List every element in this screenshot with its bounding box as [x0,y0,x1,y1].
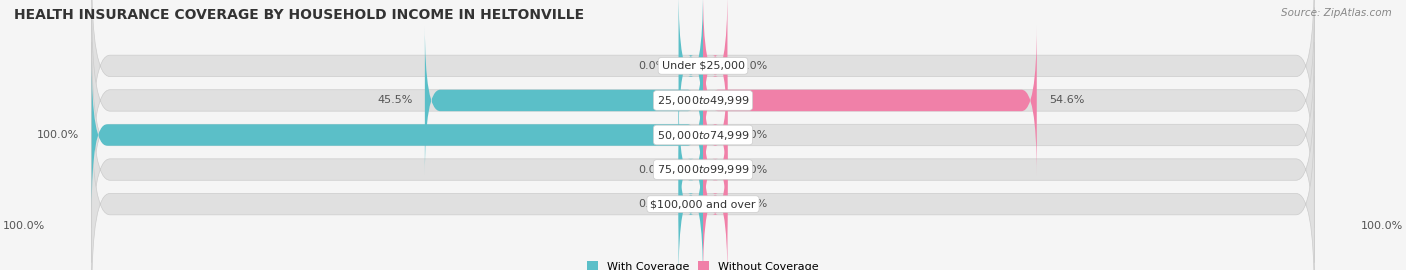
FancyBboxPatch shape [91,8,1315,193]
Text: $25,000 to $49,999: $25,000 to $49,999 [657,94,749,107]
FancyBboxPatch shape [679,94,703,245]
Text: HEALTH INSURANCE COVERAGE BY HOUSEHOLD INCOME IN HELTONVILLE: HEALTH INSURANCE COVERAGE BY HOUSEHOLD I… [14,8,583,22]
FancyBboxPatch shape [703,25,1036,176]
FancyBboxPatch shape [91,0,1315,159]
FancyBboxPatch shape [91,77,1315,262]
Text: $75,000 to $99,999: $75,000 to $99,999 [657,163,749,176]
Legend: With Coverage, Without Coverage: With Coverage, Without Coverage [582,257,824,270]
Text: 0.0%: 0.0% [740,61,768,71]
FancyBboxPatch shape [679,0,703,141]
Text: $50,000 to $74,999: $50,000 to $74,999 [657,129,749,141]
FancyBboxPatch shape [91,42,1315,228]
Text: 45.5%: 45.5% [377,95,412,106]
Text: 0.0%: 0.0% [740,164,768,175]
FancyBboxPatch shape [703,94,727,245]
FancyBboxPatch shape [91,59,703,211]
Text: 0.0%: 0.0% [638,199,666,209]
FancyBboxPatch shape [425,25,703,176]
FancyBboxPatch shape [679,129,703,270]
FancyBboxPatch shape [91,111,1315,270]
Text: 0.0%: 0.0% [740,130,768,140]
FancyBboxPatch shape [703,59,727,211]
Text: 0.0%: 0.0% [638,164,666,175]
Text: 100.0%: 100.0% [3,221,45,231]
Text: 0.0%: 0.0% [638,61,666,71]
Text: 100.0%: 100.0% [37,130,80,140]
Text: Under $25,000: Under $25,000 [661,61,745,71]
FancyBboxPatch shape [703,129,727,270]
Text: 100.0%: 100.0% [1361,221,1403,231]
Text: $100,000 and over: $100,000 and over [650,199,756,209]
Text: 54.6%: 54.6% [1049,95,1084,106]
FancyBboxPatch shape [703,0,727,141]
Text: Source: ZipAtlas.com: Source: ZipAtlas.com [1281,8,1392,18]
Text: 0.0%: 0.0% [740,199,768,209]
